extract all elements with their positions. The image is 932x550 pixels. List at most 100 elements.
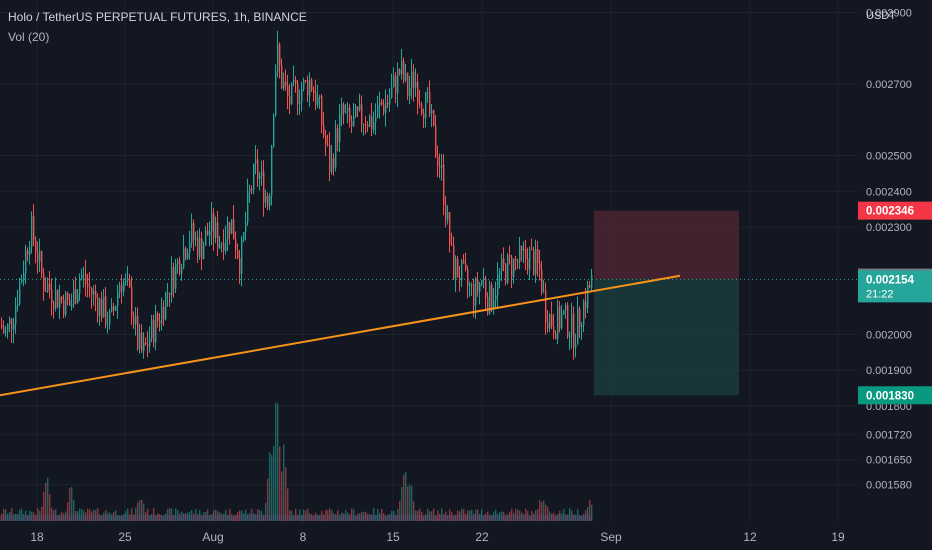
volume-bar bbox=[561, 513, 563, 521]
candle-body bbox=[235, 239, 237, 251]
time-tick-label: 8 bbox=[300, 530, 307, 544]
candle-body bbox=[477, 279, 479, 292]
volume-bar bbox=[377, 508, 379, 521]
candle-body bbox=[9, 318, 11, 325]
volume-bar bbox=[495, 509, 497, 521]
volume-bar bbox=[415, 510, 417, 521]
volume-bar bbox=[83, 510, 85, 521]
volume-bar bbox=[485, 513, 487, 521]
time-tick-label: 15 bbox=[386, 530, 400, 544]
volume-bar bbox=[255, 514, 257, 521]
candle-body bbox=[341, 104, 343, 115]
candle-body bbox=[413, 71, 415, 88]
volume-bar bbox=[439, 513, 441, 521]
volume-bar bbox=[375, 514, 377, 521]
volume-bar bbox=[507, 514, 509, 521]
support-trendline bbox=[0, 274, 681, 397]
volume-bar bbox=[239, 510, 241, 521]
candle-body bbox=[437, 156, 439, 167]
volume-bar bbox=[523, 513, 525, 521]
candle-body bbox=[591, 275, 593, 288]
candle-body bbox=[369, 116, 371, 127]
volume-bar bbox=[333, 513, 335, 521]
price-tick-label: 0.002900 bbox=[866, 7, 912, 19]
volume-bar bbox=[349, 514, 351, 521]
candle-body bbox=[165, 293, 167, 320]
volume-bar bbox=[493, 511, 495, 521]
volume-bar bbox=[129, 514, 131, 521]
candle-body bbox=[83, 273, 85, 275]
countdown-label: 21:22 bbox=[866, 288, 894, 300]
candle-body bbox=[493, 300, 495, 308]
candle-body bbox=[267, 195, 269, 207]
candle-body bbox=[13, 324, 15, 330]
candle-body bbox=[25, 250, 27, 274]
volume-bar bbox=[513, 512, 515, 521]
volume-bar bbox=[157, 513, 159, 521]
candle-body bbox=[31, 216, 33, 248]
volume-bar bbox=[225, 510, 227, 521]
volume-bar bbox=[65, 511, 67, 521]
candle-body bbox=[41, 250, 43, 274]
candle-body bbox=[157, 313, 159, 321]
volume-bar bbox=[97, 508, 99, 521]
price-axis-unit[interactable]: USDT bbox=[866, 10, 896, 22]
candle-body bbox=[541, 270, 543, 292]
volume-bar bbox=[159, 514, 161, 521]
candle-body bbox=[385, 102, 387, 113]
candle-body bbox=[61, 296, 63, 300]
volume-bar bbox=[215, 509, 217, 521]
volume-bar bbox=[287, 488, 289, 521]
volume-bar bbox=[397, 508, 399, 521]
volume-bar bbox=[437, 510, 439, 521]
candle-body bbox=[253, 163, 255, 190]
candle-body bbox=[367, 124, 369, 127]
volume-bar bbox=[7, 513, 9, 521]
candle-body bbox=[415, 81, 417, 88]
volume-bar bbox=[445, 511, 447, 521]
price-tick-label: 0.001720 bbox=[866, 430, 912, 442]
volume-bar bbox=[223, 513, 225, 521]
volume-bar bbox=[403, 474, 405, 521]
candle-body bbox=[259, 176, 261, 179]
volume-bar bbox=[587, 506, 589, 521]
volume-bar bbox=[163, 515, 165, 521]
candle-body bbox=[45, 291, 47, 293]
candle-body bbox=[343, 104, 345, 113]
candle-body bbox=[363, 124, 365, 126]
candle-body bbox=[313, 90, 315, 94]
candle-body bbox=[505, 264, 507, 283]
volume-bar bbox=[533, 513, 535, 521]
volume-bar bbox=[183, 513, 185, 521]
time-tick-label: 18 bbox=[30, 530, 44, 544]
candle-body bbox=[233, 219, 235, 240]
volume-bar bbox=[167, 508, 169, 521]
volume-bar bbox=[85, 512, 87, 521]
candle-body bbox=[187, 253, 189, 259]
candle-body bbox=[407, 72, 409, 97]
candle-body bbox=[401, 60, 403, 75]
candle-body bbox=[503, 258, 505, 265]
candle-body bbox=[95, 290, 97, 299]
candle-body bbox=[249, 188, 251, 192]
volume-baseline-band bbox=[0, 515, 592, 521]
symbol-title[interactable]: Holo / TetherUS PERPETUAL FUTURES, 1h, B… bbox=[8, 10, 307, 24]
volume-bar bbox=[37, 508, 39, 521]
time-tick-label: 19 bbox=[831, 530, 845, 544]
volume-bar bbox=[325, 509, 327, 521]
candle-body bbox=[247, 191, 249, 223]
candle-body bbox=[209, 231, 211, 236]
volume-indicator-label[interactable]: Vol (20) bbox=[8, 30, 50, 44]
volume-bar bbox=[61, 511, 63, 521]
volume-bar bbox=[59, 514, 61, 521]
volume-bar bbox=[197, 514, 199, 521]
volume-bar bbox=[431, 511, 433, 521]
volume-bar bbox=[279, 446, 281, 521]
volume-bar bbox=[257, 509, 259, 521]
volume-bar bbox=[187, 512, 189, 521]
candle-body bbox=[251, 188, 253, 190]
candle-body bbox=[551, 314, 553, 327]
candle-body bbox=[7, 324, 9, 332]
price-tick-label: 0.002700 bbox=[866, 79, 912, 91]
